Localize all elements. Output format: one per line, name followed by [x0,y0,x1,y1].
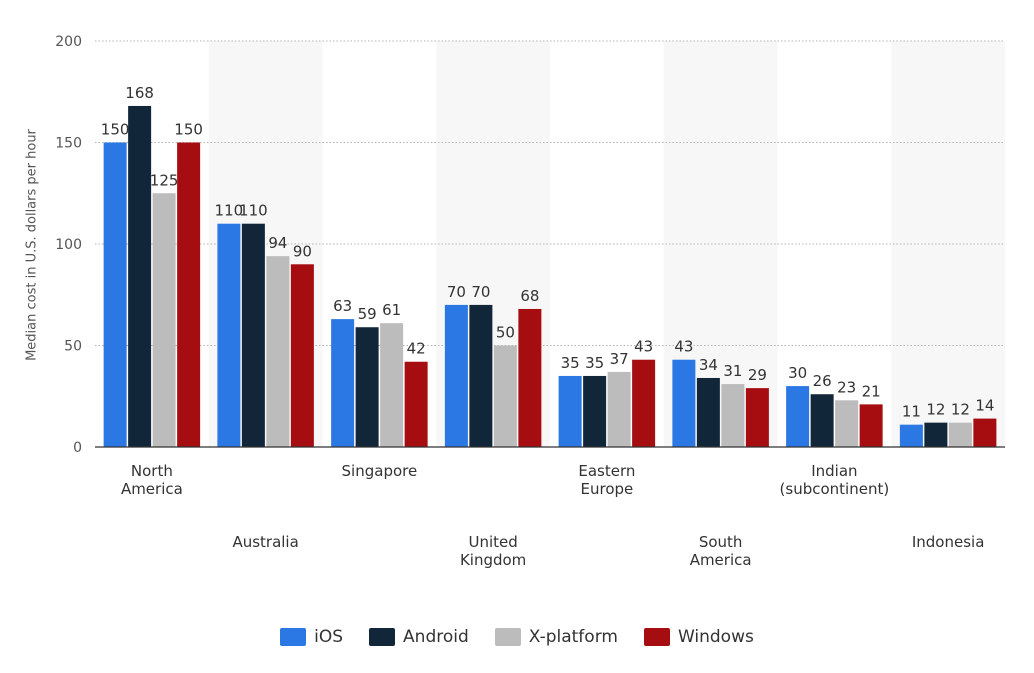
data-label: 150 [174,121,203,139]
y-tick-label: 100 [55,237,82,253]
bar [583,375,607,447]
data-label: 94 [268,234,287,252]
legend-swatch [369,628,396,646]
data-label: 90 [293,242,312,260]
data-label: 29 [748,366,767,384]
bar [786,386,810,447]
data-label: 43 [634,338,653,356]
data-label: 12 [926,401,945,419]
bar [331,319,355,447]
x-tick-label: (subcontinent) [780,480,890,498]
bar [899,424,923,447]
bar [177,142,201,447]
bar [632,359,656,447]
data-label: 30 [788,364,807,382]
y-tick-label: 200 [55,34,82,50]
legend-swatch [643,628,670,646]
data-label: 21 [862,382,881,400]
category-band [891,41,1005,447]
x-tick-label: Europe [581,480,634,498]
x-tick-label: United [468,533,517,551]
bar [607,371,631,447]
bar [745,388,769,447]
data-label: 14 [975,397,994,415]
x-tick-label: Indonesia [912,533,985,551]
bar [241,223,265,447]
data-label: 12 [951,401,970,419]
y-axis-title: Median cost in U.S. dollars per hour [24,129,40,361]
data-label: 31 [723,362,742,380]
data-label: 35 [585,354,604,372]
bar [558,375,582,447]
data-label: 168 [125,84,154,102]
x-tick-label: North [131,462,173,480]
data-label: 42 [407,340,426,358]
data-label: 70 [471,283,490,301]
data-label: 34 [699,356,718,374]
legend-item[interactable]: Android [369,627,469,647]
bar [469,304,493,447]
bar [355,327,379,447]
data-label: 23 [837,378,856,396]
bar [973,418,997,447]
x-tick-label: South [699,533,743,551]
bar [404,361,428,447]
bar [128,105,152,448]
legend-item[interactable]: iOS [280,627,343,647]
legend-item[interactable]: Windows [643,627,754,647]
data-label: 59 [358,305,377,323]
bar [924,422,948,447]
bar [948,422,972,447]
bar [518,308,542,447]
data-label: 110 [239,202,268,220]
bar [217,223,241,447]
bar [444,304,468,447]
x-tick-label: America [121,480,183,498]
x-tick-label: Singapore [342,462,418,480]
bar [380,323,404,447]
bar [835,400,859,447]
data-label: 43 [674,338,693,356]
bar [696,377,720,447]
bar [672,359,696,447]
legend-label: iOS [314,627,344,647]
x-tick-label: Eastern [578,462,635,480]
legend-label: Android [403,627,469,647]
data-label: 63 [333,297,352,315]
legend-item[interactable]: X-platform [494,627,618,647]
bar [810,394,834,447]
bar [290,264,314,447]
data-label: 26 [813,372,832,390]
bar [493,345,517,447]
data-label: 68 [520,287,539,305]
legend: iOS Android X-platform Windows [0,624,1034,650]
data-label: 110 [215,202,244,220]
bar [266,256,290,447]
y-tick-label: 150 [55,136,82,152]
bar [859,404,883,447]
x-tick-label: Australia [232,533,298,551]
data-label: 35 [561,354,580,372]
legend-swatch [494,628,521,646]
data-label: 70 [447,283,466,301]
legend-swatch [280,628,307,646]
legend-label: Windows [677,627,754,647]
x-tick-label: Kingdom [460,551,526,569]
bar [721,384,745,447]
bar [152,193,176,447]
data-label: 125 [150,171,179,189]
data-label: 37 [610,350,629,368]
y-tick-label: 50 [64,339,82,355]
y-tick-label: 0 [73,440,82,456]
data-label: 50 [496,324,515,342]
x-tick-label: America [690,551,752,569]
data-label: 11 [902,403,921,421]
bar [103,142,127,447]
legend-label: X-platform [528,627,618,647]
data-label: 150 [101,121,130,139]
x-tick-label: Indian [811,462,857,480]
data-label: 61 [382,301,401,319]
